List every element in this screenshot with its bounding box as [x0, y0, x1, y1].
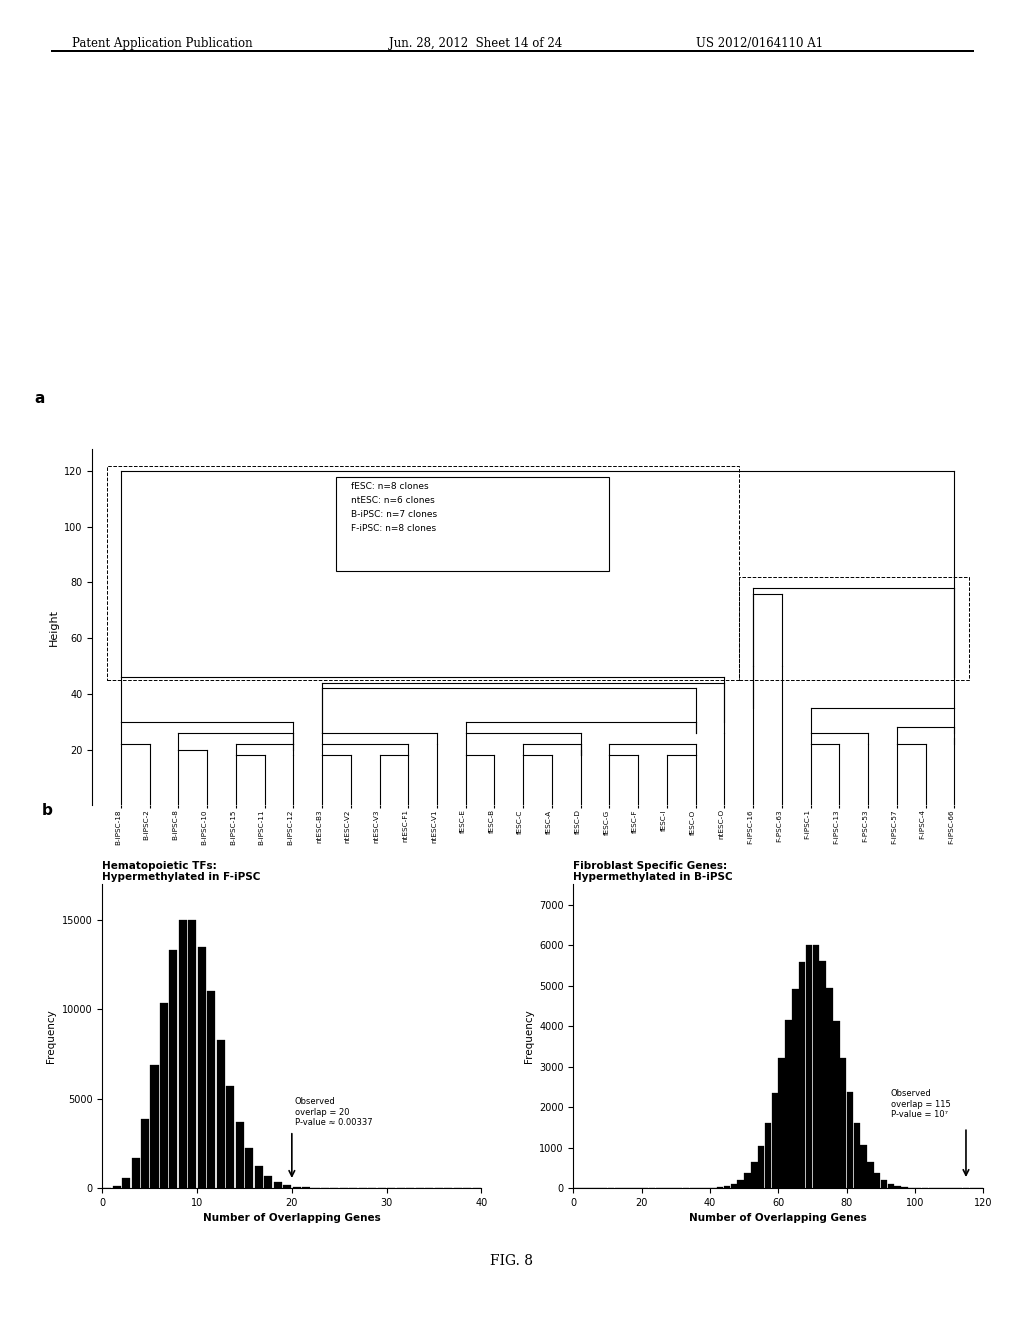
Text: Observed
overlap = 20
P-value ≈ 0.00337: Observed overlap = 20 P-value ≈ 0.00337 [295, 1097, 373, 1127]
Bar [772, 1093, 778, 1188]
Bar [198, 946, 206, 1188]
Bar [826, 989, 833, 1188]
Text: Jun. 28, 2012  Sheet 14 of 24: Jun. 28, 2012 Sheet 14 of 24 [389, 37, 562, 50]
X-axis label: Number of Overlapping Genes: Number of Overlapping Genes [689, 1213, 867, 1224]
Bar [840, 1057, 846, 1188]
Bar [106, 466, 738, 680]
Bar [141, 1119, 150, 1188]
Bar [758, 1146, 764, 1188]
Bar [122, 1177, 130, 1188]
Text: b: b [42, 803, 52, 817]
Text: Patent Application Publication: Patent Application Publication [72, 37, 252, 50]
Bar [151, 1064, 159, 1188]
Bar [131, 1158, 139, 1188]
Bar [867, 1162, 873, 1188]
Bar [738, 577, 969, 680]
Text: Hematopoietic TFs:
Hypermethylated in F-iPSC: Hematopoietic TFs: Hypermethylated in F-… [102, 861, 261, 882]
Bar [888, 1184, 894, 1188]
Bar [778, 1057, 784, 1188]
Bar [813, 945, 819, 1188]
Bar [217, 1040, 225, 1188]
Text: Fibroblast Specific Genes:
Hypermethylated in B-iPSC: Fibroblast Specific Genes: Hypermethylat… [573, 861, 733, 882]
Bar [188, 920, 197, 1188]
Bar [724, 1187, 730, 1188]
Bar [179, 920, 187, 1188]
Bar [895, 1187, 901, 1188]
Bar [169, 950, 177, 1188]
Bar [113, 1185, 121, 1188]
Bar [731, 1184, 737, 1188]
Bar [874, 1173, 881, 1188]
Bar [273, 1183, 282, 1188]
Bar [806, 945, 812, 1188]
X-axis label: Number of Overlapping Genes: Number of Overlapping Genes [203, 1213, 381, 1224]
Bar [881, 1180, 887, 1188]
Bar [799, 962, 805, 1188]
Y-axis label: Frequency: Frequency [523, 1010, 534, 1063]
Bar [847, 1092, 853, 1188]
Bar [264, 1176, 272, 1188]
Bar [226, 1085, 234, 1188]
Bar [255, 1166, 263, 1188]
Text: fESC: n=8 clones
ntESC: n=6 clones
B-iPSC: n=7 clones
F-iPSC: n=8 clones: fESC: n=8 clones ntESC: n=6 clones B-iPS… [351, 482, 437, 533]
Y-axis label: Frequency: Frequency [46, 1010, 56, 1063]
Text: a: a [34, 391, 45, 407]
Bar [793, 989, 799, 1188]
Bar [245, 1148, 253, 1188]
Bar [834, 1020, 840, 1188]
Bar [765, 1123, 771, 1188]
Text: FIG. 8: FIG. 8 [490, 1254, 534, 1267]
Bar [236, 1122, 244, 1188]
Bar [785, 1020, 792, 1188]
Y-axis label: Height: Height [48, 609, 58, 645]
Bar [819, 961, 825, 1188]
Bar [854, 1123, 860, 1188]
Bar [860, 1144, 866, 1188]
Bar [160, 1003, 168, 1188]
Bar [207, 991, 215, 1188]
Bar [737, 1180, 743, 1188]
Bar [283, 1185, 291, 1188]
Text: Observed
overlap = 115
P-value = 10⁷: Observed overlap = 115 P-value = 10⁷ [891, 1089, 950, 1119]
Bar [752, 1162, 758, 1188]
Text: US 2012/0164110 A1: US 2012/0164110 A1 [696, 37, 823, 50]
Bar [337, 477, 609, 572]
Bar [744, 1173, 751, 1188]
